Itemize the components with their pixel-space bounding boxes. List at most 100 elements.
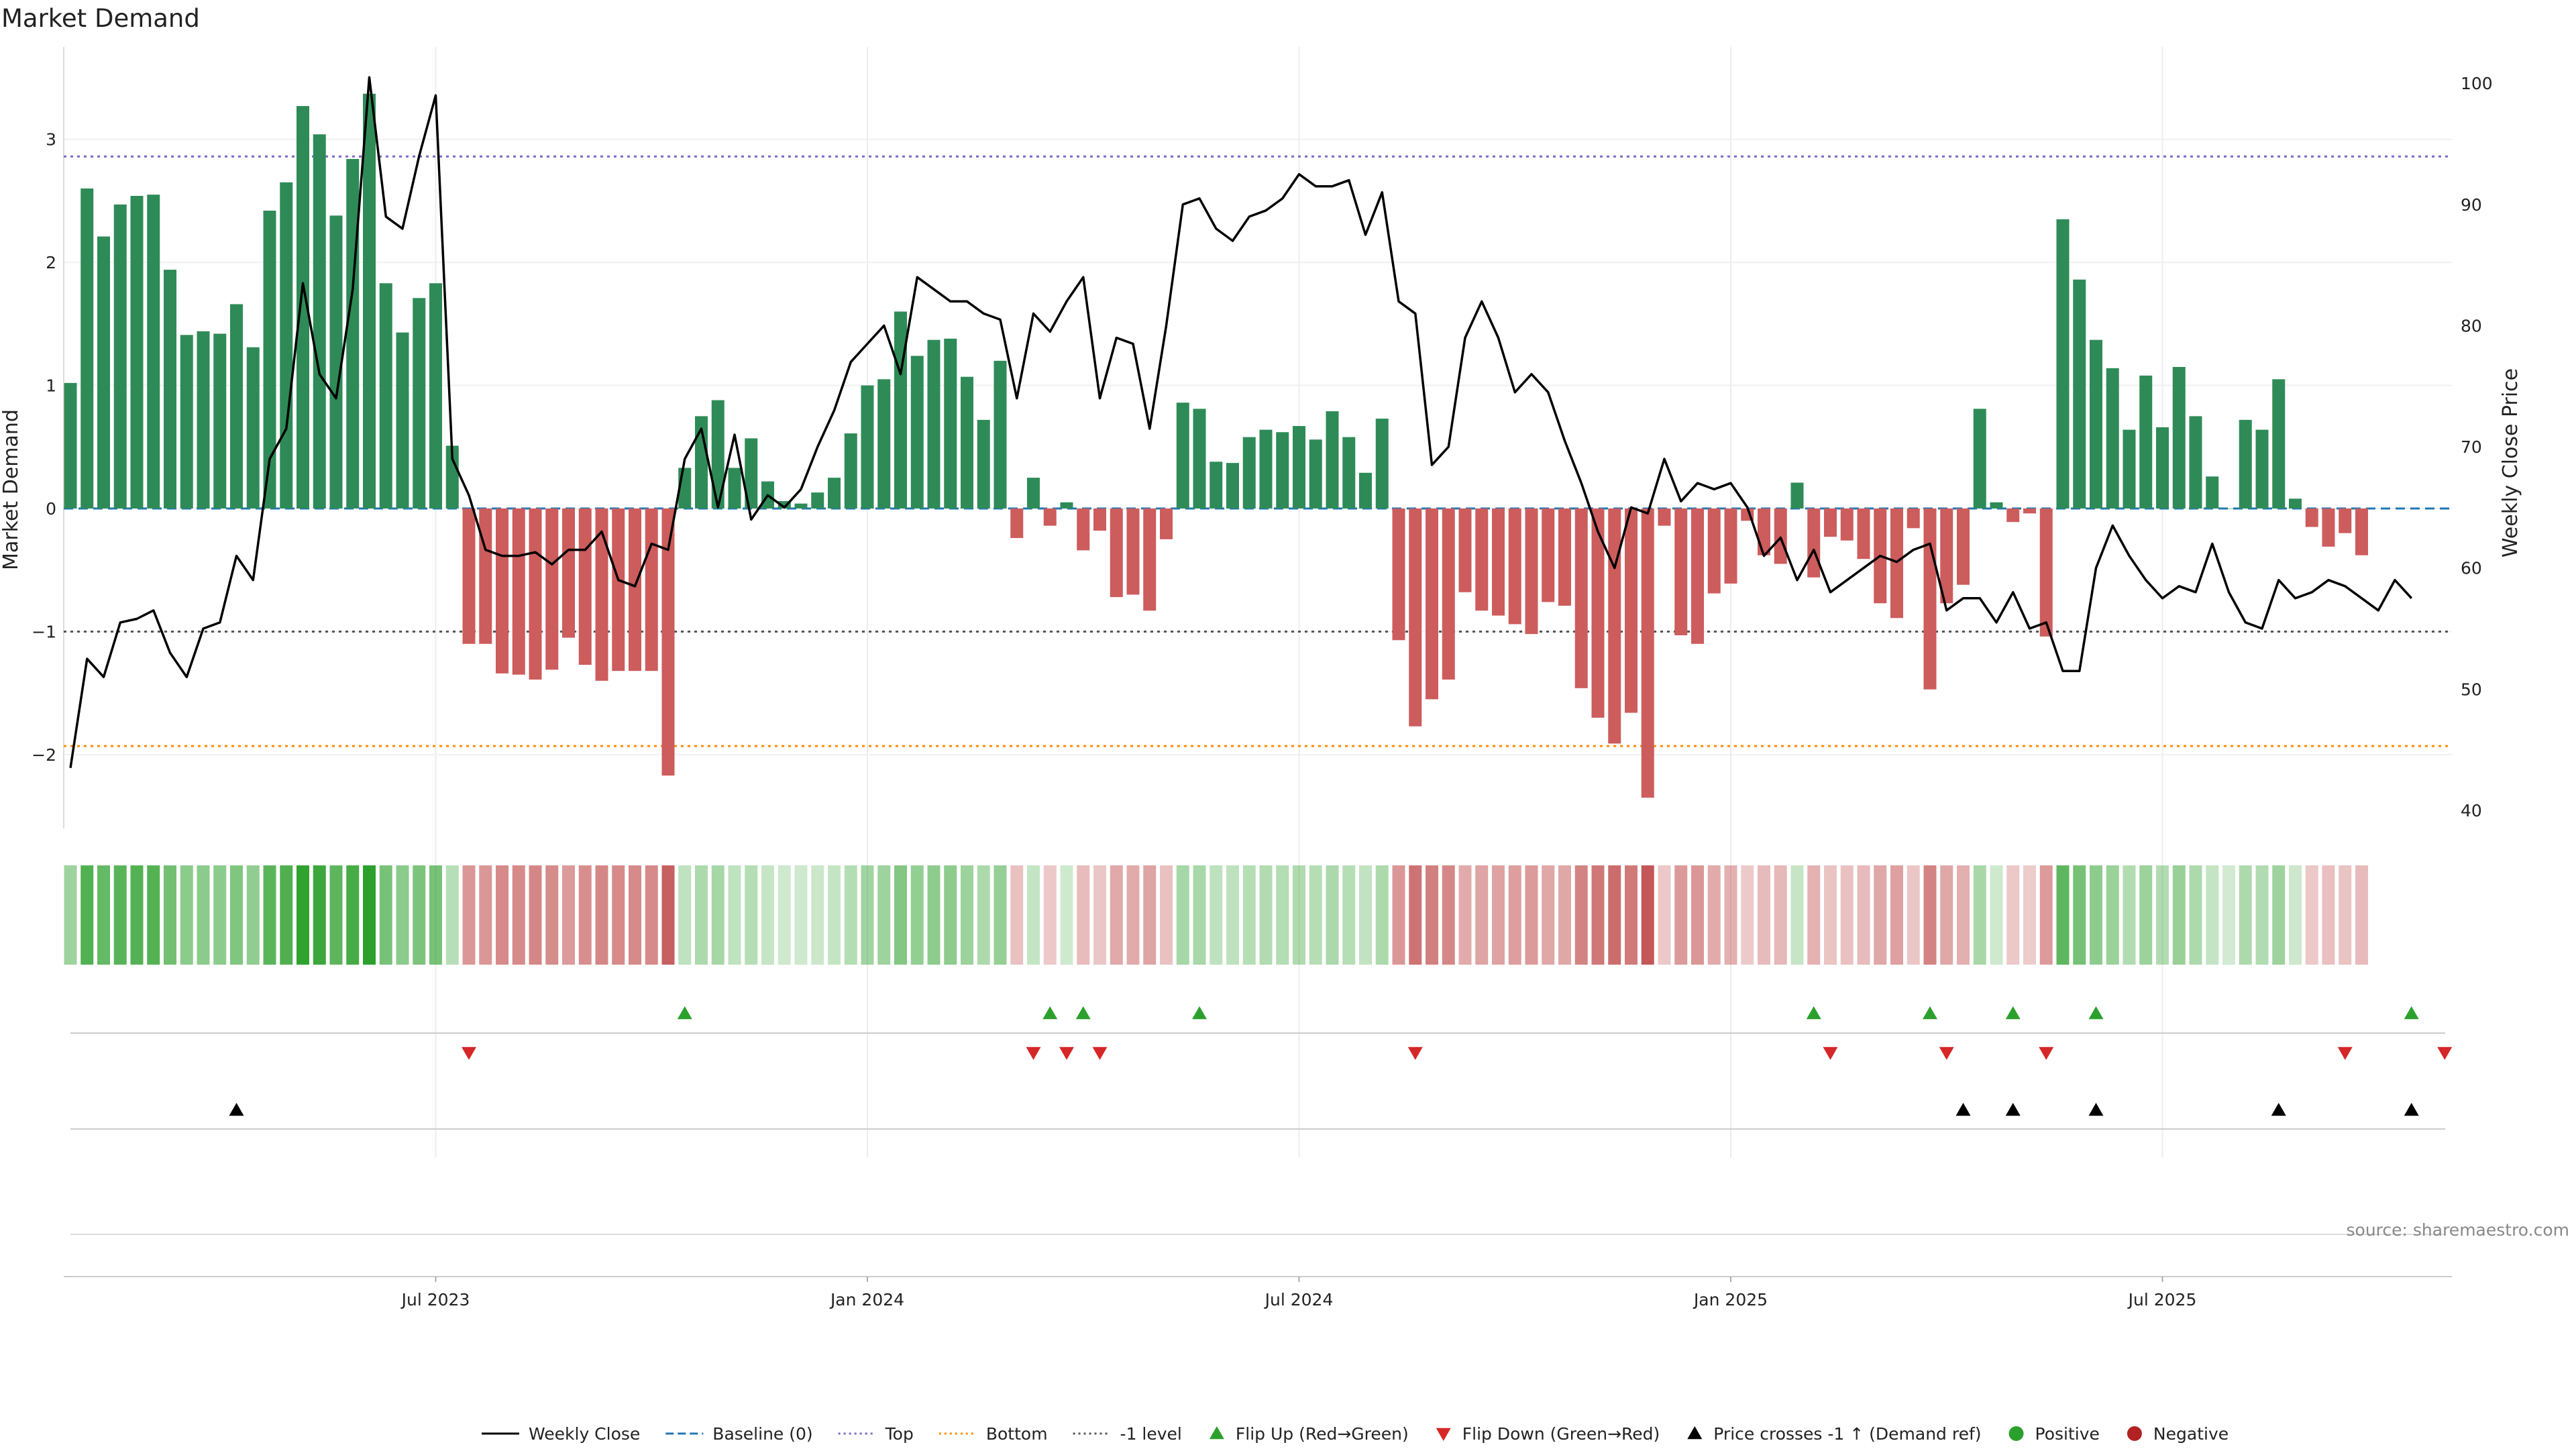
heat-cell	[1674, 865, 1688, 965]
demand-bar	[1508, 508, 1521, 625]
heat-cell	[2222, 865, 2235, 965]
demand-bar	[2172, 367, 2186, 508]
demand-bar	[1226, 463, 1239, 508]
heat-cell	[629, 865, 641, 965]
flip-down-marker	[2437, 1046, 2453, 1060]
heat-cell	[1342, 865, 1356, 965]
heat-cell	[1857, 865, 1870, 965]
heat-cell	[1758, 865, 1770, 965]
flip-up-marker	[2404, 1006, 2419, 1020]
demand-bar	[512, 508, 525, 675]
heat-cell	[1923, 865, 1937, 965]
heat-cell	[777, 865, 791, 965]
demand-bar	[645, 508, 658, 672]
demand-bar	[1940, 508, 1953, 604]
heat-cell	[977, 865, 990, 965]
flip-up-marker	[1075, 1006, 1091, 1020]
heat-cell	[1093, 865, 1106, 965]
demand-bar	[1143, 508, 1157, 611]
demand-bar	[861, 385, 874, 508]
demand-bar	[977, 419, 990, 508]
demand-bar	[263, 211, 276, 508]
heat-cell	[197, 865, 210, 965]
demand-bar	[1691, 508, 1704, 644]
heat-cell	[994, 865, 1007, 965]
heat-cell	[164, 865, 176, 965]
demand-bar	[1309, 439, 1322, 508]
heat-cell	[1558, 865, 1571, 965]
heat-cell	[2206, 865, 2219, 965]
demand-bar	[1674, 508, 1688, 635]
demand-bar	[1707, 508, 1721, 594]
heat-cell	[2023, 865, 2036, 965]
x-axis: Jul 2023 Jan 2024 Jul 2024 Jan 2025 Jul 2025	[64, 1276, 2452, 1309]
heat-cell	[80, 865, 94, 965]
demand-bar	[130, 195, 144, 508]
heat-cell	[1193, 865, 1206, 965]
heat-cell	[512, 865, 525, 965]
heat-cell	[2339, 865, 2352, 965]
demand-bar	[1126, 508, 1140, 595]
heat-cell	[64, 865, 77, 965]
heat-cell	[1591, 865, 1605, 965]
demand-bar	[1392, 508, 1405, 641]
flip-down-marker	[2039, 1046, 2054, 1060]
demand-bar	[2206, 476, 2219, 508]
legend-label-top: Top	[885, 1424, 914, 1444]
flip-up-marker	[2088, 1006, 2104, 1020]
demand-bar	[2272, 379, 2286, 508]
demand-bar	[894, 311, 907, 508]
heat-cell	[1010, 865, 1024, 965]
legend-swatch-flip_down	[1436, 1428, 1451, 1441]
flip-down-marker	[1939, 1046, 1954, 1060]
flip-up-marker	[1042, 1006, 1058, 1020]
legend-swatch-positive	[2008, 1426, 2024, 1441]
demand-bar	[1077, 508, 1090, 551]
y2-axis-label: Weekly Close Price	[2499, 368, 2522, 557]
legend-label-flip_up: Flip Up (Red→Green)	[1236, 1424, 1409, 1444]
heat-cell	[944, 865, 957, 965]
y2-tick-label: 40	[2461, 801, 2482, 820]
demand-bar	[1641, 508, 1654, 798]
heat-cell	[1542, 865, 1555, 965]
heat-cell	[545, 865, 559, 965]
demand-bar	[1160, 508, 1173, 539]
heat-cell	[1957, 865, 1970, 965]
heat-cell	[180, 865, 193, 965]
heat-cell	[462, 865, 476, 965]
demand-bar	[1458, 508, 1472, 592]
heat-cell	[2239, 865, 2252, 965]
legend-label-cross: Price crosses -1 ↑ (Demand ref)	[1713, 1424, 1981, 1444]
flip-up-marker	[1923, 1006, 1937, 1020]
demand-bar	[1591, 508, 1605, 718]
demand-bar	[562, 508, 575, 638]
cross-marker	[2005, 1103, 2021, 1116]
legend-label-flip_down: Flip Down (Green→Red)	[1462, 1424, 1660, 1444]
legend-swatch-flip_up	[1209, 1426, 1224, 1440]
demand-bar	[2355, 508, 2368, 555]
demand-bar	[612, 508, 625, 672]
demand-bar	[629, 508, 641, 672]
demand-bar	[2073, 279, 2086, 508]
heat-cell	[429, 865, 442, 965]
heat-cell	[1077, 865, 1090, 965]
flip-down-marker	[1026, 1046, 1041, 1060]
y2-tick-label: 100	[2461, 74, 2493, 93]
demand-bar	[1492, 508, 1505, 616]
legend-swatch-cross	[1687, 1426, 1703, 1440]
x-tick-label: Jan 2024	[829, 1290, 904, 1309]
heat-cell	[445, 865, 459, 965]
reference-levels	[64, 155, 2452, 747]
demand-bar	[379, 283, 392, 508]
demand-bar	[230, 304, 243, 508]
demand-bar	[828, 478, 841, 508]
legend-label-close: Weekly Close	[529, 1424, 640, 1444]
demand-bar	[877, 379, 891, 508]
heat-cell	[961, 865, 973, 965]
heat-cell	[1426, 865, 1438, 965]
demand-bar	[2255, 429, 2269, 508]
legend: Weekly Close Baseline (0) Top Bottom -1 leve…	[482, 1424, 2229, 1444]
y2-tick-label: 50	[2461, 680, 2482, 699]
heat-cell	[1508, 865, 1521, 965]
